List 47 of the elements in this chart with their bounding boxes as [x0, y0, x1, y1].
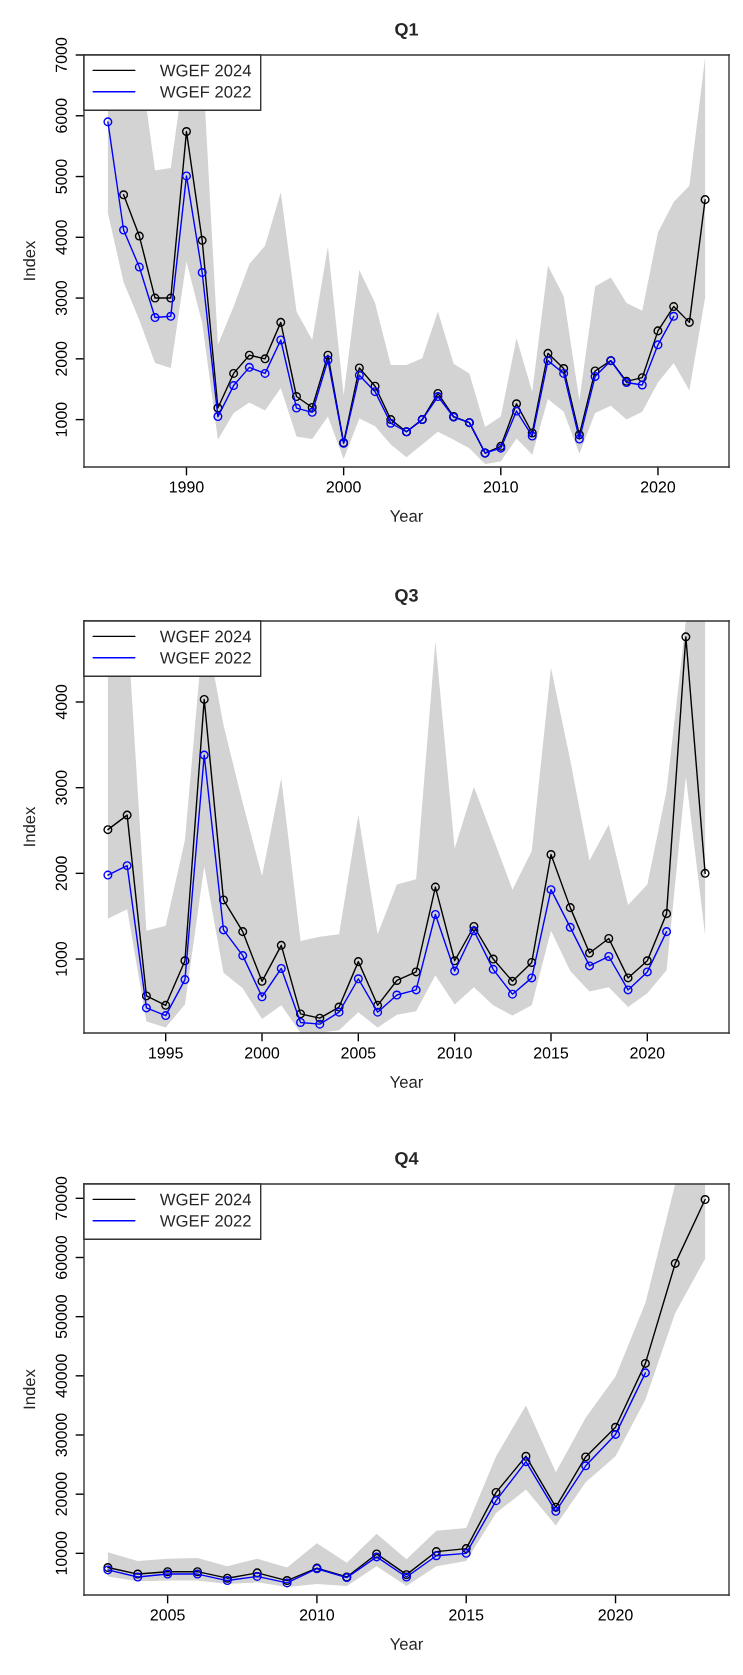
x-tick-label: 2020 — [598, 1609, 633, 1621]
legend-label: WGEF 2022 — [159, 651, 251, 664]
y-tick-label: 1000 — [55, 941, 67, 976]
y-axis-title: Index — [23, 806, 36, 846]
x-tick-label: 2015 — [534, 1047, 569, 1059]
y-tick-label: 60000 — [55, 1235, 67, 1279]
chart-title: Q3 — [395, 588, 418, 606]
legend-label: WGEF 2022 — [159, 1214, 251, 1227]
y-tick-label: 70000 — [55, 1176, 67, 1220]
x-axis-title: Year — [390, 1076, 424, 1088]
y-tick-label: 50000 — [55, 1295, 67, 1339]
y-tick-label: 40000 — [55, 1354, 67, 1398]
legend-label: WGEF 2024 — [159, 630, 252, 643]
x-tick-label: 2010 — [483, 481, 518, 493]
y-tick-label: 30000 — [55, 1413, 67, 1457]
x-axis-title: Year — [390, 510, 424, 522]
x-tick-label: 2020 — [630, 1047, 665, 1059]
x-tick-label: 2010 — [299, 1609, 335, 1621]
x-tick-label: 2020 — [641, 481, 676, 493]
y-tick-label: 2000 — [55, 856, 67, 891]
y-tick-label: 1000 — [55, 402, 67, 437]
x-tick-label: 2010 — [437, 1047, 472, 1059]
legend-label: WGEF 2024 — [159, 1193, 252, 1206]
x-tick-label: 2005 — [341, 1047, 376, 1059]
y-tick-label: 4000 — [55, 684, 67, 720]
y-axis-title: Index — [23, 1369, 36, 1409]
y-tick-label: 3000 — [55, 770, 67, 805]
legend-label: WGEF 2022 — [159, 85, 251, 98]
x-tick-label: 2005 — [150, 1609, 185, 1621]
y-tick-label: 4000 — [55, 220, 67, 255]
x-tick-label: 1995 — [149, 1047, 183, 1059]
y-tick-label: 3000 — [55, 280, 67, 316]
legend-label: WGEF 2024 — [159, 64, 252, 77]
y-tick-label: 2000 — [55, 341, 67, 376]
x-tick-label: 1990 — [169, 481, 204, 493]
x-tick-label: 2000 — [245, 1047, 280, 1059]
chart-title: Q4 — [395, 1151, 419, 1169]
y-tick-label: 5000 — [55, 159, 67, 194]
y-tick-label: 6000 — [55, 98, 67, 133]
x-tick-label: 2000 — [326, 481, 361, 493]
y-axis-title: Index — [23, 240, 36, 280]
x-tick-label: 2015 — [449, 1609, 484, 1621]
y-tick-label: 10000 — [55, 1531, 67, 1575]
y-tick-label: 20000 — [55, 1472, 67, 1516]
chart-title: Q1 — [395, 22, 419, 40]
y-tick-label: 7000 — [55, 37, 67, 72]
x-axis-title: Year — [390, 1638, 424, 1650]
